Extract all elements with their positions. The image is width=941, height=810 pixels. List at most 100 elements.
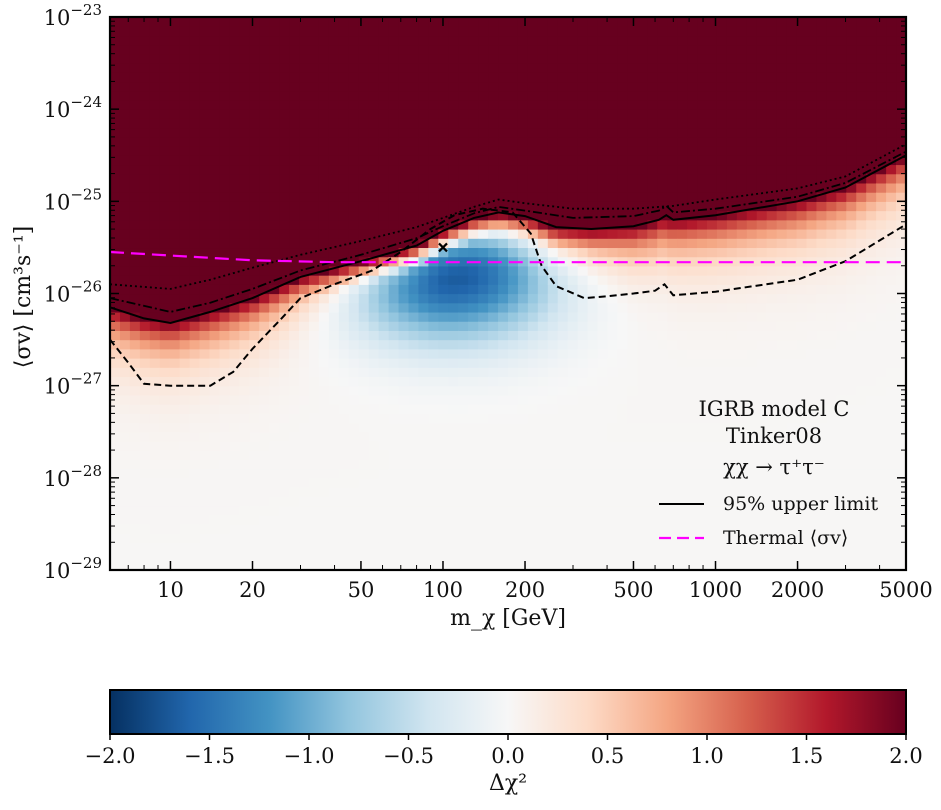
heatmap-cell [627, 394, 638, 405]
heatmap-cell [498, 505, 509, 516]
heatmap-cell [299, 450, 310, 460]
heatmap-cell [508, 265, 519, 276]
heatmap-cell [388, 514, 400, 525]
heatmap-cell [657, 293, 668, 304]
heatmap-cell [110, 477, 121, 488]
heatmap-cell [448, 99, 459, 110]
heatmap-cell [388, 321, 400, 331]
heatmap-cell [677, 35, 688, 46]
heatmap-cell [856, 26, 867, 37]
heatmap-cell [478, 413, 489, 424]
heatmap-cell [269, 385, 280, 396]
heatmap-cell [517, 477, 529, 488]
heatmap-cell [179, 459, 191, 470]
heatmap-cell [587, 17, 599, 27]
heatmap-cell [169, 17, 181, 27]
heatmap-cell [378, 238, 390, 249]
heatmap-cell [259, 496, 270, 507]
heatmap-cell [816, 17, 827, 27]
heatmap-cell [537, 367, 549, 378]
heatmap-cell [199, 311, 211, 322]
heatmap-cell [736, 487, 748, 497]
heatmap-cell [607, 505, 619, 516]
heatmap-cell [358, 118, 370, 129]
heatmap-cell [219, 533, 230, 543]
heatmap-cell [428, 376, 439, 387]
heatmap-cell [289, 238, 300, 249]
heatmap-cell [697, 284, 708, 295]
heatmap-cell [557, 53, 569, 64]
heatmap-cell [627, 99, 638, 110]
heatmap-cell [547, 35, 559, 46]
heatmap-cell [139, 560, 151, 570]
heatmap-cell [458, 81, 469, 92]
heatmap-cell [716, 72, 728, 83]
heatmap-cell [289, 477, 300, 488]
heatmap-cell [318, 385, 330, 396]
heatmap-cell [309, 385, 320, 396]
heatmap-cell [736, 440, 748, 451]
heatmap-cell [269, 477, 280, 488]
heatmap-cell [249, 302, 260, 313]
heatmap-cell [567, 358, 579, 368]
heatmap-cell [259, 367, 270, 378]
heatmap-cell [448, 81, 459, 92]
heatmap-cell [119, 468, 131, 479]
heatmap-cell [110, 238, 121, 249]
heatmap-cell [129, 385, 141, 396]
heatmap-cell [438, 523, 449, 534]
heatmap-cell [677, 459, 688, 470]
heatmap-cell [328, 385, 340, 396]
heatmap-cell [896, 477, 906, 488]
heatmap-cell [358, 311, 370, 322]
heatmap-cell [309, 228, 320, 239]
heatmap-cell [478, 247, 489, 258]
heatmap-cell [269, 551, 280, 562]
heatmap-cell [428, 182, 439, 193]
heatmap-cell [587, 192, 599, 202]
heatmap-cell [209, 256, 221, 267]
heatmap-cell [119, 505, 131, 516]
heatmap-cell [159, 376, 171, 387]
heatmap-cell [139, 99, 151, 110]
heatmap-cell [468, 413, 479, 424]
heatmap-cell [736, 44, 748, 55]
heatmap-cell [617, 330, 628, 341]
heatmap-cell [378, 542, 390, 553]
heatmap-cell [249, 265, 260, 276]
heatmap-cell [876, 118, 887, 129]
heatmap-cell [448, 201, 459, 212]
heatmap-cell [119, 228, 131, 239]
heatmap-cell [856, 219, 867, 230]
heatmap-cell [378, 302, 390, 313]
x-tick-label: 500 [613, 578, 653, 602]
heatmap-cell [219, 339, 230, 350]
heatmap-cell [309, 311, 320, 322]
heatmap-cell [149, 468, 161, 479]
heatmap-cell [149, 321, 161, 331]
heatmap-cell [577, 127, 589, 138]
heatmap-cell [388, 164, 400, 175]
heatmap-cell [209, 155, 221, 166]
heatmap-cell [309, 302, 320, 313]
heatmap-cell [368, 192, 380, 202]
heatmap-cell [119, 210, 131, 221]
heatmap-cell [119, 99, 131, 110]
heatmap-cell [647, 468, 658, 479]
heatmap-cell [627, 35, 638, 46]
heatmap-cell [318, 63, 330, 73]
heatmap-cell [119, 551, 131, 562]
heatmap-cell [289, 385, 300, 396]
heatmap-cell [209, 542, 221, 553]
heatmap-cell [159, 81, 171, 92]
heatmap-cell [876, 523, 887, 534]
heatmap-cell [159, 505, 171, 516]
heatmap-cell [299, 560, 310, 570]
heatmap-cell [328, 394, 340, 405]
heatmap-cell [896, 385, 906, 396]
heatmap-cell [836, 247, 847, 258]
heatmap-cell [627, 265, 638, 276]
heatmap-cell [309, 440, 320, 451]
heatmap-cell [229, 275, 240, 285]
heatmap-cell [577, 487, 589, 497]
